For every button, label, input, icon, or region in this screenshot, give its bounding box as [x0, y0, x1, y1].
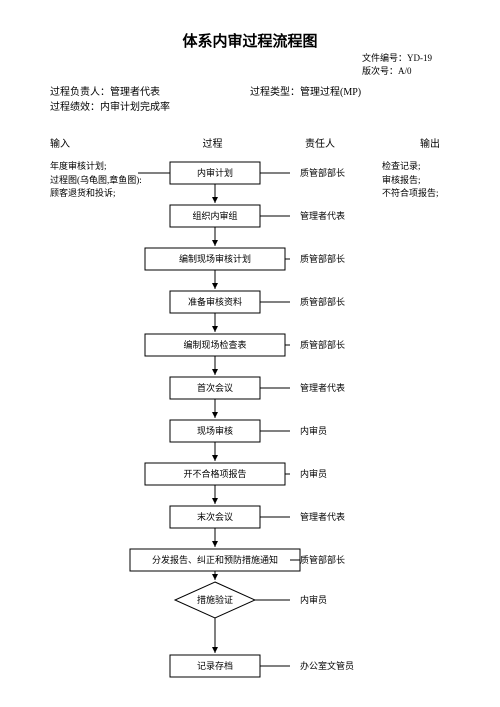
svg-text:管理者代表: 管理者代表: [300, 382, 345, 393]
svg-text:分发报告、纠正和预防措施通知: 分发报告、纠正和预防措施通知: [152, 554, 278, 565]
svg-text:记录存档: 记录存档: [197, 660, 233, 671]
svg-text:管理者代表: 管理者代表: [300, 511, 345, 522]
svg-text:管理者代表: 管理者代表: [300, 210, 345, 221]
svg-text:组织内审组: 组织内审组: [192, 210, 237, 221]
svg-text:办公室文管员: 办公室文管员: [300, 660, 354, 671]
doc-version: 版次号：A/0: [362, 65, 432, 78]
svg-text:准备审核资料: 准备审核资料: [188, 296, 242, 307]
col-input: 输入: [50, 135, 150, 150]
svg-text:质管部部长: 质管部部长: [300, 554, 345, 565]
svg-text:开不合格项报告: 开不合格项报告: [183, 468, 246, 479]
svg-text:内审员: 内审员: [300, 425, 327, 436]
svg-text:质管部部长: 质管部部长: [300, 253, 345, 264]
svg-text:末次会议: 末次会议: [197, 511, 233, 522]
svg-text:现场审核: 现场审核: [197, 425, 233, 436]
process-type: 过程类型：管理过程(MP): [250, 85, 450, 100]
flowchart: 内审计划质管部部长组织内审组管理者代表编制现场审核计划质管部部长准备审核资料质管…: [0, 150, 500, 705]
svg-text:内审员: 内审员: [300, 468, 327, 479]
svg-text:质管部部长: 质管部部长: [300, 339, 345, 350]
column-headers: 输入 过程 责任人 输出: [50, 135, 450, 150]
svg-text:首次会议: 首次会议: [197, 382, 233, 393]
svg-text:编制现场审核计划: 编制现场审核计划: [179, 253, 251, 264]
svg-text:质管部部长: 质管部部长: [300, 167, 345, 178]
svg-text:内审计划: 内审计划: [197, 167, 233, 178]
col-resp: 责任人: [275, 135, 365, 150]
svg-text:措施验证: 措施验证: [197, 594, 233, 605]
page-title: 体系内审过程流程图: [0, 30, 500, 51]
process-metric: 过程绩效：内审计划完成率: [50, 100, 450, 115]
col-process: 过程: [150, 135, 275, 150]
col-output: 输出: [365, 135, 450, 150]
doc-info: 文件编号：YD-19 版次号：A/0: [362, 52, 432, 77]
svg-text:编制现场检查表: 编制现场检查表: [183, 339, 246, 350]
svg-text:质管部部长: 质管部部长: [300, 296, 345, 307]
process-owner: 过程负责人：管理者代表: [50, 85, 250, 100]
svg-text:内审员: 内审员: [300, 594, 327, 605]
doc-number: 文件编号：YD-19: [362, 52, 432, 65]
header-block: 过程负责人：管理者代表 过程类型：管理过程(MP) 过程绩效：内审计划完成率: [50, 85, 450, 115]
